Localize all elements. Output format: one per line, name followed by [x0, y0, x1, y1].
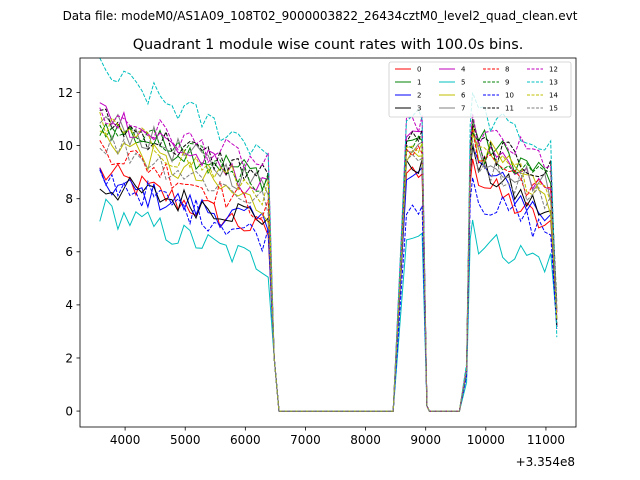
x-offset-label: +3.354e8 [516, 455, 575, 469]
x-tick-label: 6000 [230, 433, 261, 447]
legend-label-10: 10 [505, 92, 514, 100]
legend-label-9: 9 [505, 79, 509, 87]
y-axis: 0 2 4 6 8 10 12 [58, 86, 80, 418]
legend-label-12: 12 [549, 66, 558, 74]
x-tick-label: 4000 [110, 433, 141, 447]
y-tick-label: 12 [58, 86, 73, 100]
legend-label-7: 7 [461, 105, 465, 113]
x-tick-label: 10000 [467, 433, 505, 447]
series-line-2 [99, 145, 558, 412]
legend-label-6: 6 [461, 92, 466, 100]
y-tick-label: 8 [65, 192, 73, 206]
series-line-3 [99, 145, 558, 412]
series-line-10 [99, 169, 558, 412]
legend-label-14: 14 [549, 92, 558, 100]
x-tick-label: 9000 [410, 433, 441, 447]
x-axis: 4000 5000 6000 7000 8000 9000 10000 11000 [110, 427, 565, 447]
legend-label-11: 11 [505, 105, 514, 113]
series-lines [99, 57, 558, 412]
legend-label-1: 1 [417, 79, 421, 87]
y-tick-label: 6 [65, 245, 73, 259]
chart-title: Quadrant 1 module wise count rates with … [133, 37, 524, 53]
series-line-14 [99, 111, 558, 412]
legend-label-13: 13 [549, 79, 558, 87]
legend-label-2: 2 [417, 92, 421, 100]
plot-area: 4000 5000 6000 7000 8000 9000 10000 11000 0 2 4 6 8 1… [58, 57, 577, 447]
legend-label-5: 5 [461, 79, 465, 87]
series-line-12 [99, 107, 558, 412]
figure-suptitle: Data file: modeM0/AS1A09_108T02_90000038… [63, 9, 578, 23]
legend-label-15: 15 [549, 105, 558, 113]
y-tick-label: 10 [58, 139, 73, 153]
y-tick-label: 0 [65, 404, 73, 418]
legend-label-4: 4 [461, 66, 466, 74]
x-tick-label: 8000 [350, 433, 381, 447]
series-line-15 [99, 134, 558, 412]
series-line-5 [99, 198, 558, 412]
legend-label-8: 8 [505, 66, 509, 74]
axes-frame [79, 57, 577, 428]
y-tick-label: 2 [65, 351, 73, 365]
y-tick-label: 4 [65, 298, 73, 312]
legend-label-0: 0 [417, 66, 421, 74]
x-tick-label: 5000 [170, 433, 201, 447]
legend-box [388, 61, 572, 118]
legend-label-3: 3 [417, 105, 421, 113]
series-line-9 [99, 124, 558, 412]
series-line-7 [99, 113, 558, 412]
x-tick-label: 7000 [290, 433, 321, 447]
x-tick-label: 11000 [527, 433, 565, 447]
